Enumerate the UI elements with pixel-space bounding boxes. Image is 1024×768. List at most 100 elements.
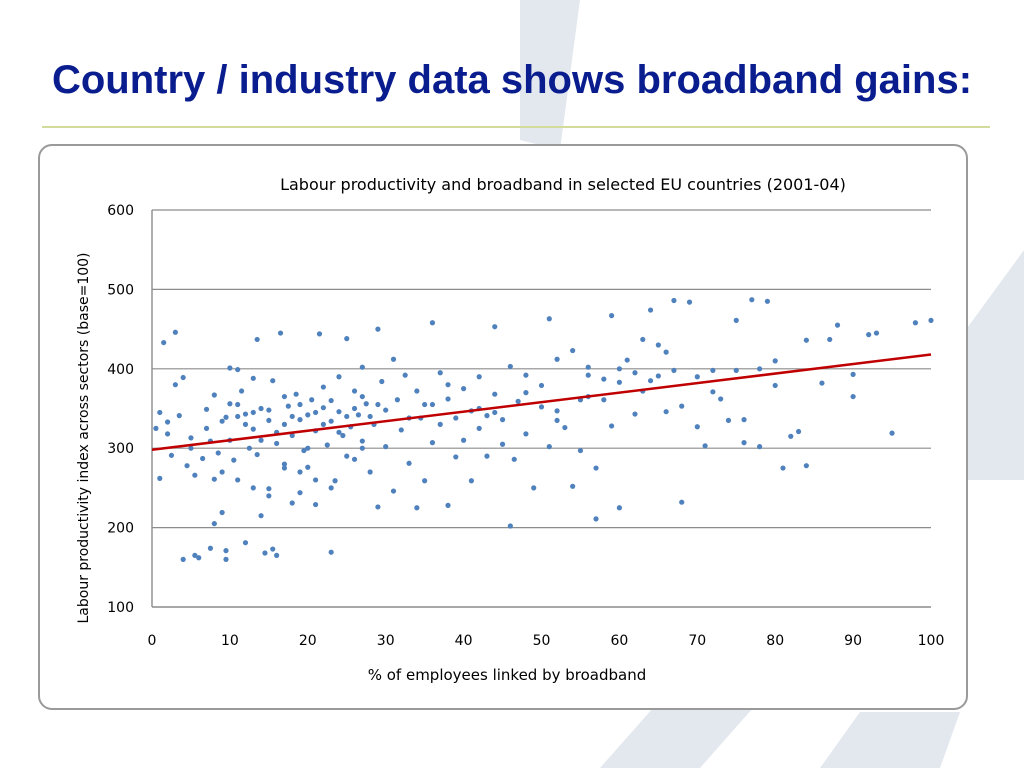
data-point bbox=[238, 388, 245, 394]
x-tick-label: 0 bbox=[148, 633, 157, 649]
data-point bbox=[281, 465, 288, 471]
data-point bbox=[258, 513, 264, 519]
x-tick-label: 80 bbox=[766, 633, 784, 649]
data-point bbox=[538, 382, 545, 389]
data-point bbox=[655, 342, 661, 348]
data-point bbox=[266, 417, 272, 424]
data-point bbox=[850, 393, 856, 400]
data-point bbox=[616, 505, 623, 511]
data-point bbox=[231, 457, 237, 463]
data-point bbox=[437, 421, 443, 427]
data-point bbox=[453, 454, 459, 460]
data-point bbox=[336, 429, 342, 435]
data-point bbox=[394, 397, 400, 403]
data-point bbox=[764, 298, 771, 304]
data-point bbox=[266, 493, 272, 499]
data-point bbox=[570, 483, 576, 489]
data-point bbox=[235, 401, 241, 408]
data-point bbox=[390, 356, 397, 362]
x-tick-label: 20 bbox=[299, 633, 317, 649]
data-point bbox=[694, 374, 700, 380]
data-point bbox=[819, 380, 825, 386]
data-point bbox=[889, 430, 895, 436]
title-divider bbox=[42, 126, 990, 128]
data-point bbox=[593, 465, 599, 471]
data-point bbox=[523, 390, 529, 396]
data-point bbox=[176, 413, 182, 419]
data-point bbox=[301, 447, 307, 454]
data-point bbox=[196, 555, 202, 561]
data-point bbox=[429, 401, 436, 408]
data-point bbox=[757, 444, 763, 450]
data-point bbox=[184, 463, 190, 469]
data-point bbox=[375, 504, 381, 510]
data-points bbox=[153, 297, 934, 562]
data-point bbox=[223, 414, 229, 420]
data-point bbox=[632, 370, 638, 376]
data-point bbox=[367, 413, 373, 420]
data-point bbox=[293, 391, 299, 397]
data-point bbox=[710, 389, 716, 395]
data-point bbox=[398, 427, 404, 433]
data-point bbox=[297, 401, 303, 408]
data-point bbox=[227, 401, 233, 407]
data-point bbox=[445, 382, 451, 388]
data-point bbox=[305, 412, 311, 418]
data-point bbox=[694, 424, 700, 430]
data-point bbox=[733, 317, 739, 323]
tick-labels: 100 200 300 400 500 600 0 10 20 30 40 50 60 70 80 90 100 bbox=[107, 203, 944, 649]
data-point bbox=[344, 336, 350, 342]
x-tick-label: 40 bbox=[455, 633, 473, 649]
data-point bbox=[289, 432, 295, 439]
data-point bbox=[328, 549, 334, 555]
data-point bbox=[741, 417, 747, 423]
data-point bbox=[718, 396, 724, 402]
data-point bbox=[266, 407, 272, 413]
data-point bbox=[211, 521, 217, 527]
data-point bbox=[834, 322, 841, 328]
data-point bbox=[289, 413, 295, 420]
data-point bbox=[188, 435, 194, 441]
y-tick-label: 600 bbox=[107, 203, 134, 219]
data-point bbox=[390, 488, 397, 494]
data-point bbox=[227, 365, 233, 371]
data-point bbox=[445, 396, 451, 402]
data-point bbox=[383, 444, 389, 450]
data-point bbox=[223, 548, 229, 554]
data-point bbox=[499, 417, 506, 423]
data-point bbox=[254, 336, 260, 343]
data-point bbox=[235, 477, 241, 483]
data-point bbox=[507, 523, 513, 529]
data-point bbox=[219, 418, 225, 424]
data-point bbox=[772, 382, 778, 389]
data-point bbox=[647, 307, 654, 313]
data-point bbox=[203, 425, 210, 431]
data-point bbox=[616, 366, 623, 372]
data-point bbox=[476, 374, 482, 380]
data-point bbox=[422, 401, 428, 408]
data-point bbox=[601, 376, 607, 382]
data-point bbox=[383, 407, 389, 413]
data-point bbox=[585, 364, 591, 370]
data-point bbox=[511, 456, 517, 462]
data-point bbox=[655, 373, 661, 379]
data-point bbox=[679, 499, 685, 505]
data-point bbox=[928, 317, 934, 323]
data-point bbox=[422, 478, 428, 484]
background-stripe-top bbox=[520, 0, 580, 150]
data-point bbox=[749, 297, 755, 303]
data-point bbox=[468, 478, 474, 484]
data-point bbox=[359, 445, 365, 451]
data-point bbox=[476, 425, 482, 431]
data-point bbox=[492, 391, 498, 397]
data-point bbox=[328, 485, 334, 491]
data-point bbox=[873, 330, 880, 336]
data-point bbox=[309, 397, 315, 403]
data-point bbox=[250, 409, 256, 416]
data-point bbox=[344, 413, 350, 420]
data-point bbox=[250, 375, 256, 381]
data-point bbox=[609, 313, 615, 319]
data-point bbox=[242, 540, 249, 546]
data-point bbox=[168, 452, 175, 458]
